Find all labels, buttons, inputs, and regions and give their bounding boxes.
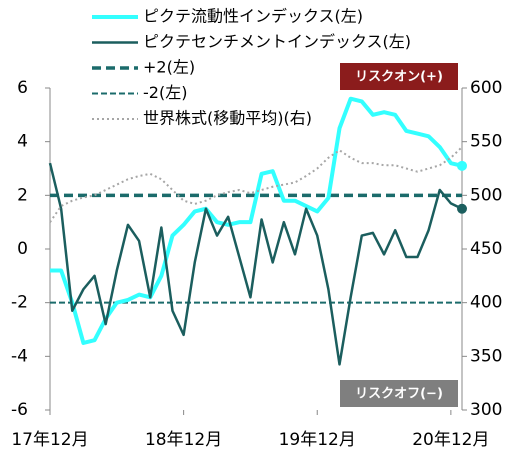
y-tick-label: -2: [11, 293, 28, 313]
y2-tick-label: 500: [470, 185, 502, 205]
annotation-box: [340, 380, 458, 407]
annotation-label: リスクオフ(−): [355, 387, 443, 402]
annotation-label: リスクオン(+): [355, 70, 443, 85]
y-tick-label: -4: [11, 346, 28, 366]
y2-tick-label: 450: [470, 239, 502, 259]
x-tick-label: 20年12月: [412, 430, 489, 450]
x-tick-label: 19年12月: [279, 430, 356, 450]
legend-label: 世界株式(移動平均)(右): [143, 109, 312, 128]
end-marker: [457, 160, 467, 171]
series-line: [49, 146, 463, 223]
y2-tick-label: 300: [470, 400, 502, 420]
series-line: [50, 96, 463, 345]
y2-tick-label: 550: [470, 132, 502, 152]
legend-label: ピクテセンチメントインデックス(左): [143, 32, 411, 51]
legend-label: ピクテ流動性インデックス(左): [143, 7, 363, 26]
series-line: [48, 162, 463, 366]
y2-tick-label: 400: [470, 293, 502, 313]
legend-label: -2(左): [143, 83, 187, 102]
x-tick-label: 18年12月: [145, 430, 222, 450]
x-tick-label: 17年12月: [11, 430, 88, 450]
y-tick-label: -6: [11, 400, 28, 420]
annotation-box: [340, 63, 458, 90]
y-tick-label: 0: [17, 239, 28, 259]
y2-tick-label: 350: [470, 346, 502, 366]
legend-label: +2(左): [143, 58, 195, 77]
y-tick-label: 2: [17, 185, 28, 205]
y-tick-label: 6: [17, 78, 28, 98]
y-tick-label: 4: [17, 132, 28, 152]
y2-tick-label: 600: [470, 78, 502, 98]
end-marker: [457, 203, 467, 214]
